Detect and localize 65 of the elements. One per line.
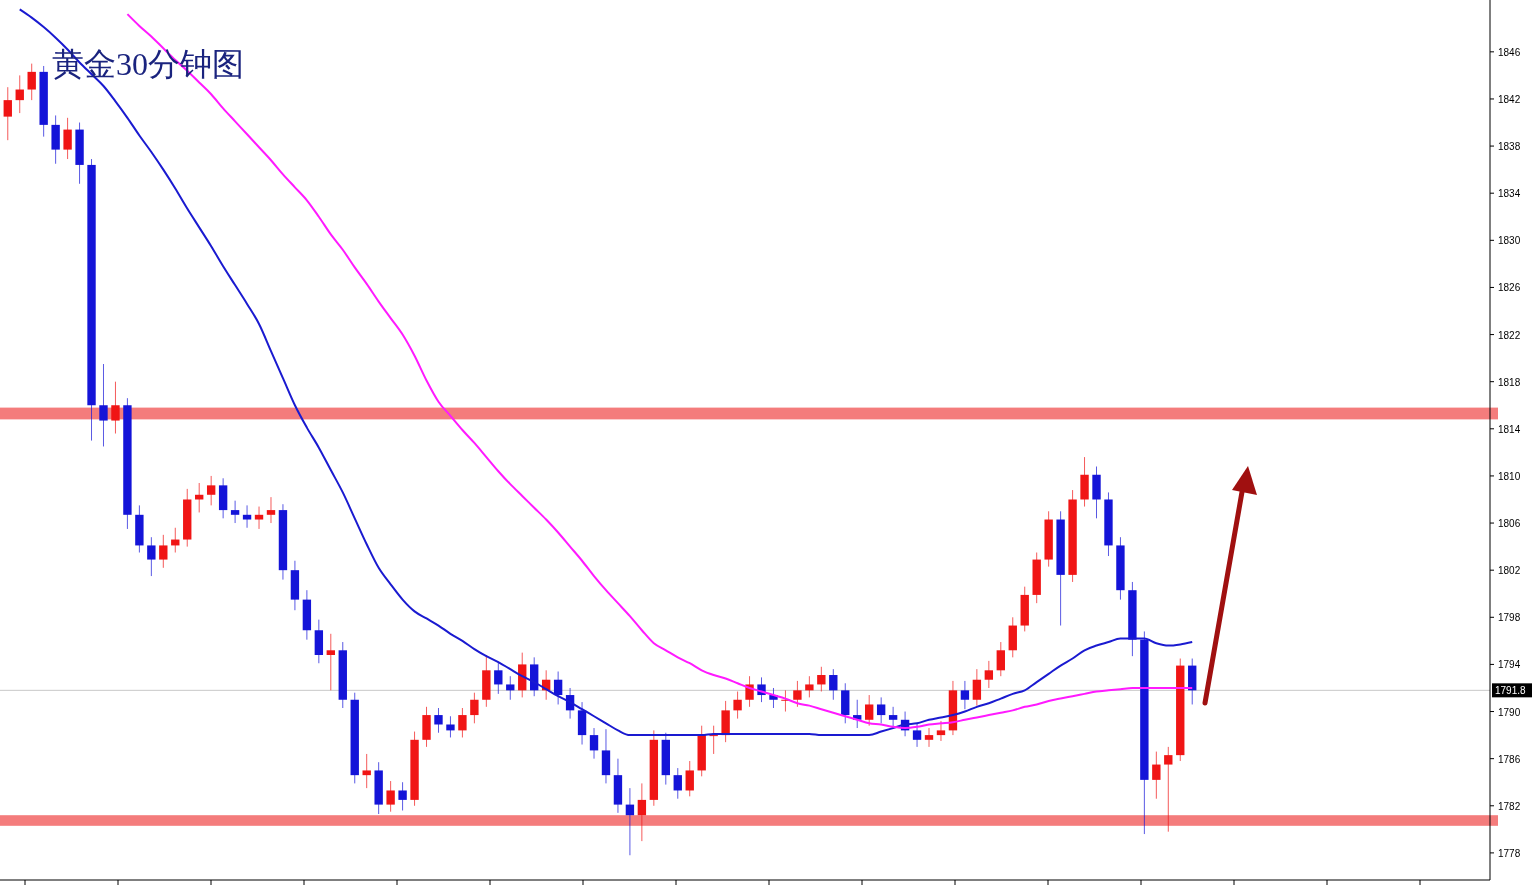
candlestick (494, 661, 503, 695)
y-tick-label: 1830 (1498, 235, 1521, 247)
y-tick-label: 1806 (1498, 518, 1521, 530)
candlestick (266, 496, 276, 524)
y-tick-label: 1846 (1498, 46, 1521, 58)
candlestick (506, 675, 515, 701)
candlestick (446, 715, 455, 738)
y-tick-label: 1778 (1498, 847, 1521, 859)
text: 黄金30分钟图 (52, 46, 244, 82)
candlestick (470, 692, 479, 724)
candlestick (206, 475, 216, 506)
candlestick (589, 727, 599, 760)
y-tick-label: 1822 (1498, 329, 1521, 341)
candlestick (147, 536, 156, 577)
candlestick (434, 707, 443, 734)
candlestick (876, 696, 886, 724)
candlestick (99, 363, 108, 447)
y-tick-label: 1842 (1498, 93, 1521, 105)
y-tick-label: 1790 (1498, 706, 1521, 718)
candlestick (625, 787, 635, 856)
candlestick (673, 767, 682, 800)
candlestick (984, 660, 994, 689)
candlestick (637, 782, 647, 842)
candlestick (709, 725, 718, 755)
candlestick (111, 381, 120, 435)
y-tick-label: 1810 (1498, 470, 1521, 482)
candlestick (159, 534, 168, 569)
candlestick (805, 675, 814, 698)
candlestick (386, 780, 395, 813)
candlestick (63, 117, 72, 160)
candlestick (793, 680, 802, 708)
candlestick (1164, 746, 1173, 833)
y-tick-label: 1818 (1498, 376, 1521, 388)
candlestick (829, 668, 838, 701)
y-tick-label: 1838 (1498, 141, 1521, 153)
candlestick (15, 74, 24, 114)
candlestick (865, 694, 874, 727)
candlestick (972, 668, 982, 707)
y-tick-label: 1826 (1498, 282, 1521, 294)
candlestick (398, 781, 407, 811)
y-tick-label: 1798 (1498, 612, 1521, 624)
y-tick-label: 1794 (1498, 659, 1521, 671)
candlestick (936, 720, 946, 742)
y-tick-label: 1782 (1498, 800, 1521, 812)
candlestick (27, 63, 36, 101)
candlestick (924, 727, 934, 748)
y-tick-label: 1814 (1498, 423, 1521, 435)
candlestick (960, 680, 970, 710)
candlestick (733, 691, 742, 720)
candlestick (254, 506, 264, 530)
y-tick-label: 1786 (1498, 753, 1521, 765)
candlestick (458, 707, 467, 738)
y-tick-label: 1834 (1498, 188, 1521, 200)
candlestick (817, 666, 826, 693)
candlestick (553, 670, 563, 705)
candlestick (242, 504, 252, 529)
candlestick (362, 753, 371, 789)
candlestick (685, 760, 694, 797)
y-tick-label: 1802 (1498, 565, 1521, 577)
candlestick (3, 86, 12, 141)
ref-line-label: 1791.8 (1495, 685, 1527, 697)
candlestick (326, 633, 335, 691)
candlestick (996, 641, 1005, 677)
candlestick (1152, 751, 1161, 800)
candlestick (230, 500, 240, 524)
